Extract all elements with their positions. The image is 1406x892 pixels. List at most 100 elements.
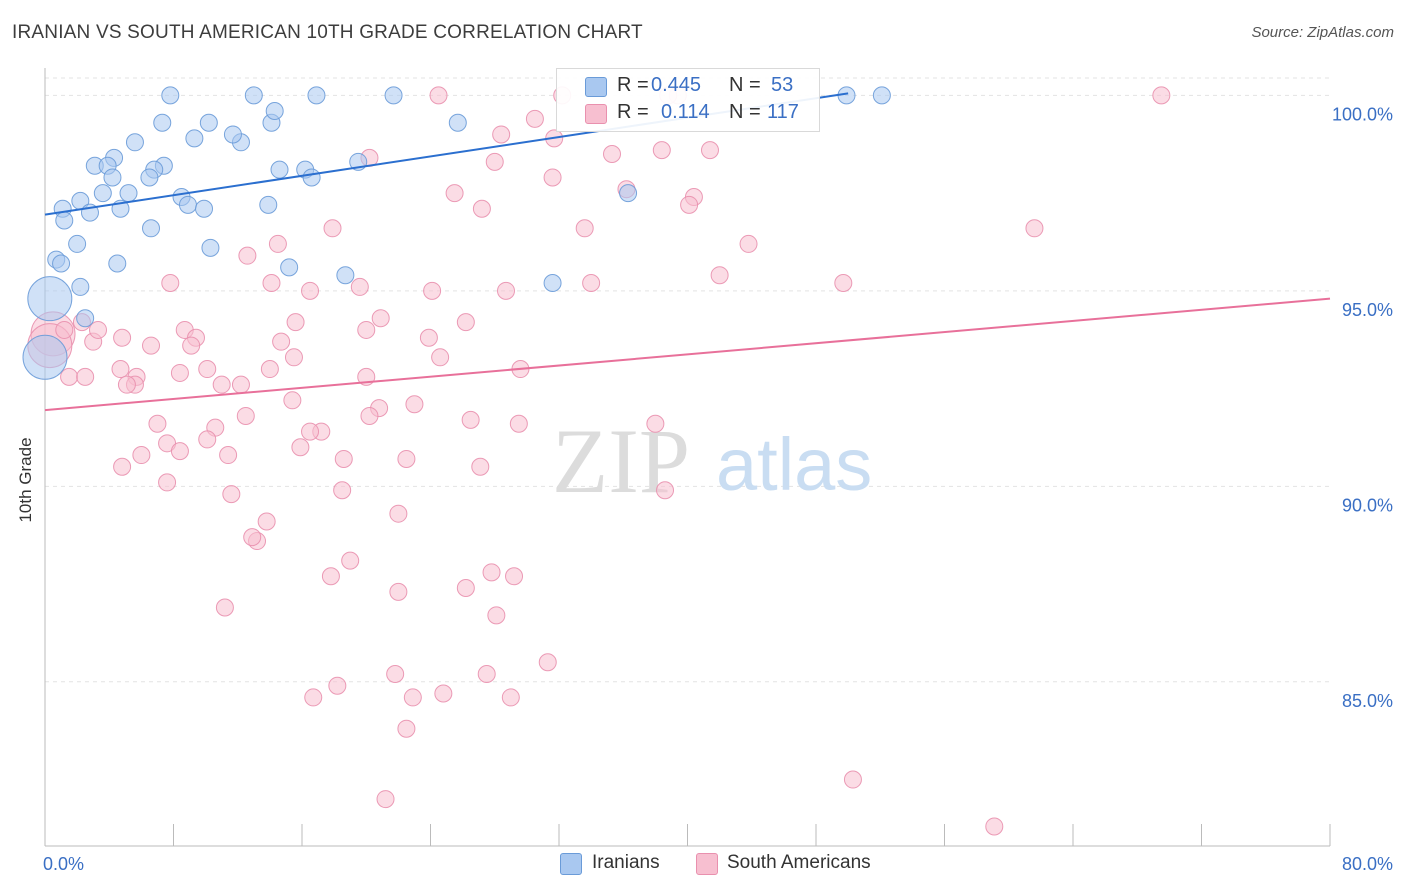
- data-point-south-american: [397, 449, 416, 468]
- data-point-south-american: [142, 336, 161, 355]
- y-tick-label: 85.0%: [1342, 691, 1393, 711]
- data-point-south-american: [243, 528, 262, 547]
- data-point-south-american: [148, 414, 167, 433]
- data-point-iranian: [619, 184, 638, 203]
- legend-row-iranians: R = 0.445 N = 53: [557, 74, 819, 100]
- data-point-south-american: [739, 234, 758, 253]
- data-point-iranian: [27, 276, 73, 322]
- data-point-iranian: [448, 113, 467, 132]
- data-point-south-american: [323, 219, 342, 238]
- data-point-south-american: [680, 195, 699, 214]
- data-point-south-american: [472, 199, 491, 218]
- data-point-south-american: [985, 817, 1004, 836]
- data-point-south-american: [646, 414, 665, 433]
- data-point-south-american: [117, 375, 136, 394]
- data-point-south-american: [238, 246, 257, 265]
- data-point-iranian: [244, 86, 263, 105]
- data-point-south-american: [843, 770, 862, 789]
- data-point-iranian: [140, 168, 159, 187]
- data-point-south-american: [423, 281, 442, 300]
- data-point-south-american: [700, 141, 719, 160]
- data-point-south-american: [492, 125, 511, 144]
- data-point-south-american: [371, 309, 390, 328]
- data-point-south-american: [505, 567, 524, 586]
- data-point-south-american: [525, 109, 544, 128]
- data-point-south-american: [543, 168, 562, 187]
- data-point-south-american: [111, 360, 130, 379]
- data-point-south-american: [575, 219, 594, 238]
- data-point-iranian: [199, 113, 218, 132]
- data-point-south-american: [182, 336, 201, 355]
- data-point-south-american: [350, 277, 369, 296]
- data-point-iranian: [52, 254, 71, 273]
- data-point-south-american: [341, 551, 360, 570]
- data-point-south-american: [445, 184, 464, 203]
- data-point-iranian: [280, 258, 299, 277]
- watermark-atlas: atlas: [716, 423, 872, 506]
- data-point-south-american: [456, 578, 475, 597]
- data-point-south-american: [389, 582, 408, 601]
- data-point-iranian: [71, 277, 90, 296]
- data-point-south-american: [321, 567, 340, 586]
- data-point-south-american: [652, 141, 671, 160]
- data-point-south-american: [113, 457, 132, 476]
- data-point-iranian: [93, 184, 112, 203]
- data-point-south-american: [334, 449, 353, 468]
- data-point-south-american: [582, 274, 601, 293]
- data-point-iranian: [55, 211, 74, 230]
- data-point-south-american: [656, 481, 675, 500]
- data-point-south-american: [431, 348, 450, 367]
- data-point-south-american: [113, 328, 132, 347]
- legend-swatch-iranians: [560, 853, 582, 875]
- data-point-south-american: [487, 606, 506, 625]
- data-point-south-american: [170, 363, 189, 382]
- data-point-iranian: [270, 160, 289, 179]
- data-point-south-american: [170, 442, 189, 461]
- data-point-south-american: [231, 375, 250, 394]
- data-point-south-american: [471, 457, 490, 476]
- legend-r-value: 0.445: [651, 74, 702, 96]
- data-point-iranian: [185, 129, 204, 148]
- legend-r-value: 0.114: [661, 101, 710, 123]
- data-point-south-american: [434, 684, 453, 703]
- data-point-south-american: [291, 438, 310, 457]
- data-point-iranian: [384, 86, 403, 105]
- data-point-south-american: [456, 313, 475, 332]
- data-point-south-american: [132, 446, 151, 465]
- data-point-iranian: [119, 184, 138, 203]
- data-point-south-american: [496, 281, 515, 300]
- legend-r-label: R =: [617, 74, 649, 96]
- legend-label-south-americans: South Americans: [727, 852, 871, 873]
- data-point-south-american: [509, 414, 528, 433]
- data-point-south-american: [161, 274, 180, 293]
- legend-r-label: R =: [617, 101, 649, 123]
- data-point-iranian: [103, 168, 122, 187]
- legend-n-label: N =: [729, 101, 761, 123]
- axes: [44, 68, 1331, 847]
- data-point-south-american: [257, 512, 276, 531]
- data-point-south-american: [603, 145, 622, 164]
- data-point-south-american: [272, 332, 291, 351]
- series-south-americans: [27, 86, 1171, 836]
- data-point-iranian: [872, 86, 891, 105]
- data-point-iranian: [543, 274, 562, 293]
- data-point-south-american: [89, 320, 108, 339]
- data-point-iranian: [201, 238, 220, 257]
- data-point-south-american: [198, 430, 217, 449]
- data-point-south-american: [284, 348, 303, 367]
- chart-title: IRANIAN VS SOUTH AMERICAN 10TH GRADE COR…: [12, 22, 643, 43]
- stats-legend: R = 0.445 N = 53 R = 0.114 N = 117: [556, 68, 820, 132]
- data-point-iranian: [336, 266, 355, 285]
- data-point-south-american: [403, 688, 422, 707]
- legend-swatch-south-americans: [585, 104, 607, 124]
- data-point-south-american: [268, 234, 287, 253]
- data-point-iranian: [76, 309, 95, 328]
- data-point-south-american: [301, 422, 320, 441]
- data-point-south-american: [376, 790, 395, 809]
- y-tick-label: 95.0%: [1342, 300, 1393, 320]
- data-point-iranian: [161, 86, 180, 105]
- legend-label-iranians: Iranians: [592, 852, 660, 873]
- data-point-south-american: [286, 313, 305, 332]
- legend-swatch-south-americans: [696, 853, 718, 875]
- data-point-iranian: [125, 133, 144, 152]
